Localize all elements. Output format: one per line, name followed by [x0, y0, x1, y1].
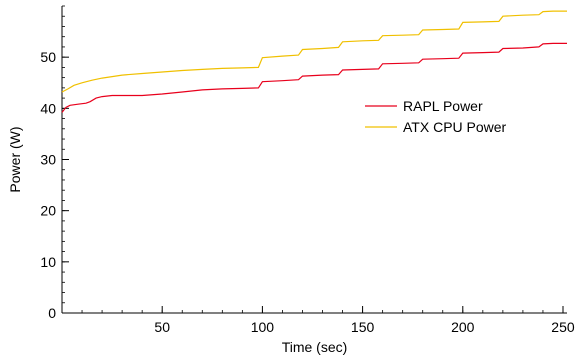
x-tick-label: 50 — [154, 319, 170, 335]
y-tick-label: 20 — [40, 203, 56, 219]
y-tick-label: 40 — [40, 100, 56, 116]
y-tick-label: 10 — [40, 254, 56, 270]
x-tick-label: 200 — [451, 319, 475, 335]
y-tick-label: 30 — [40, 152, 56, 168]
series-line-0 — [61, 42, 567, 113]
x-tick-label: 150 — [351, 319, 375, 335]
series-line-1 — [61, 10, 567, 93]
axes: 0 10 20 30 40 50 50 100 150 200 250 — [40, 5, 575, 335]
legend-label: ATX CPU Power — [403, 119, 507, 135]
x-tick-label: 250 — [551, 319, 575, 335]
x-axis-label: Time (sec) — [282, 339, 348, 355]
x-tick-label: 100 — [251, 319, 275, 335]
y-tick-label: 50 — [40, 49, 56, 65]
legend: RAPL Power ATX CPU Power — [365, 98, 507, 135]
legend-label: RAPL Power — [403, 98, 483, 114]
y-tick-label: 0 — [48, 305, 56, 321]
y-axis-label: Power (W) — [7, 126, 23, 192]
series-layer — [61, 10, 567, 113]
